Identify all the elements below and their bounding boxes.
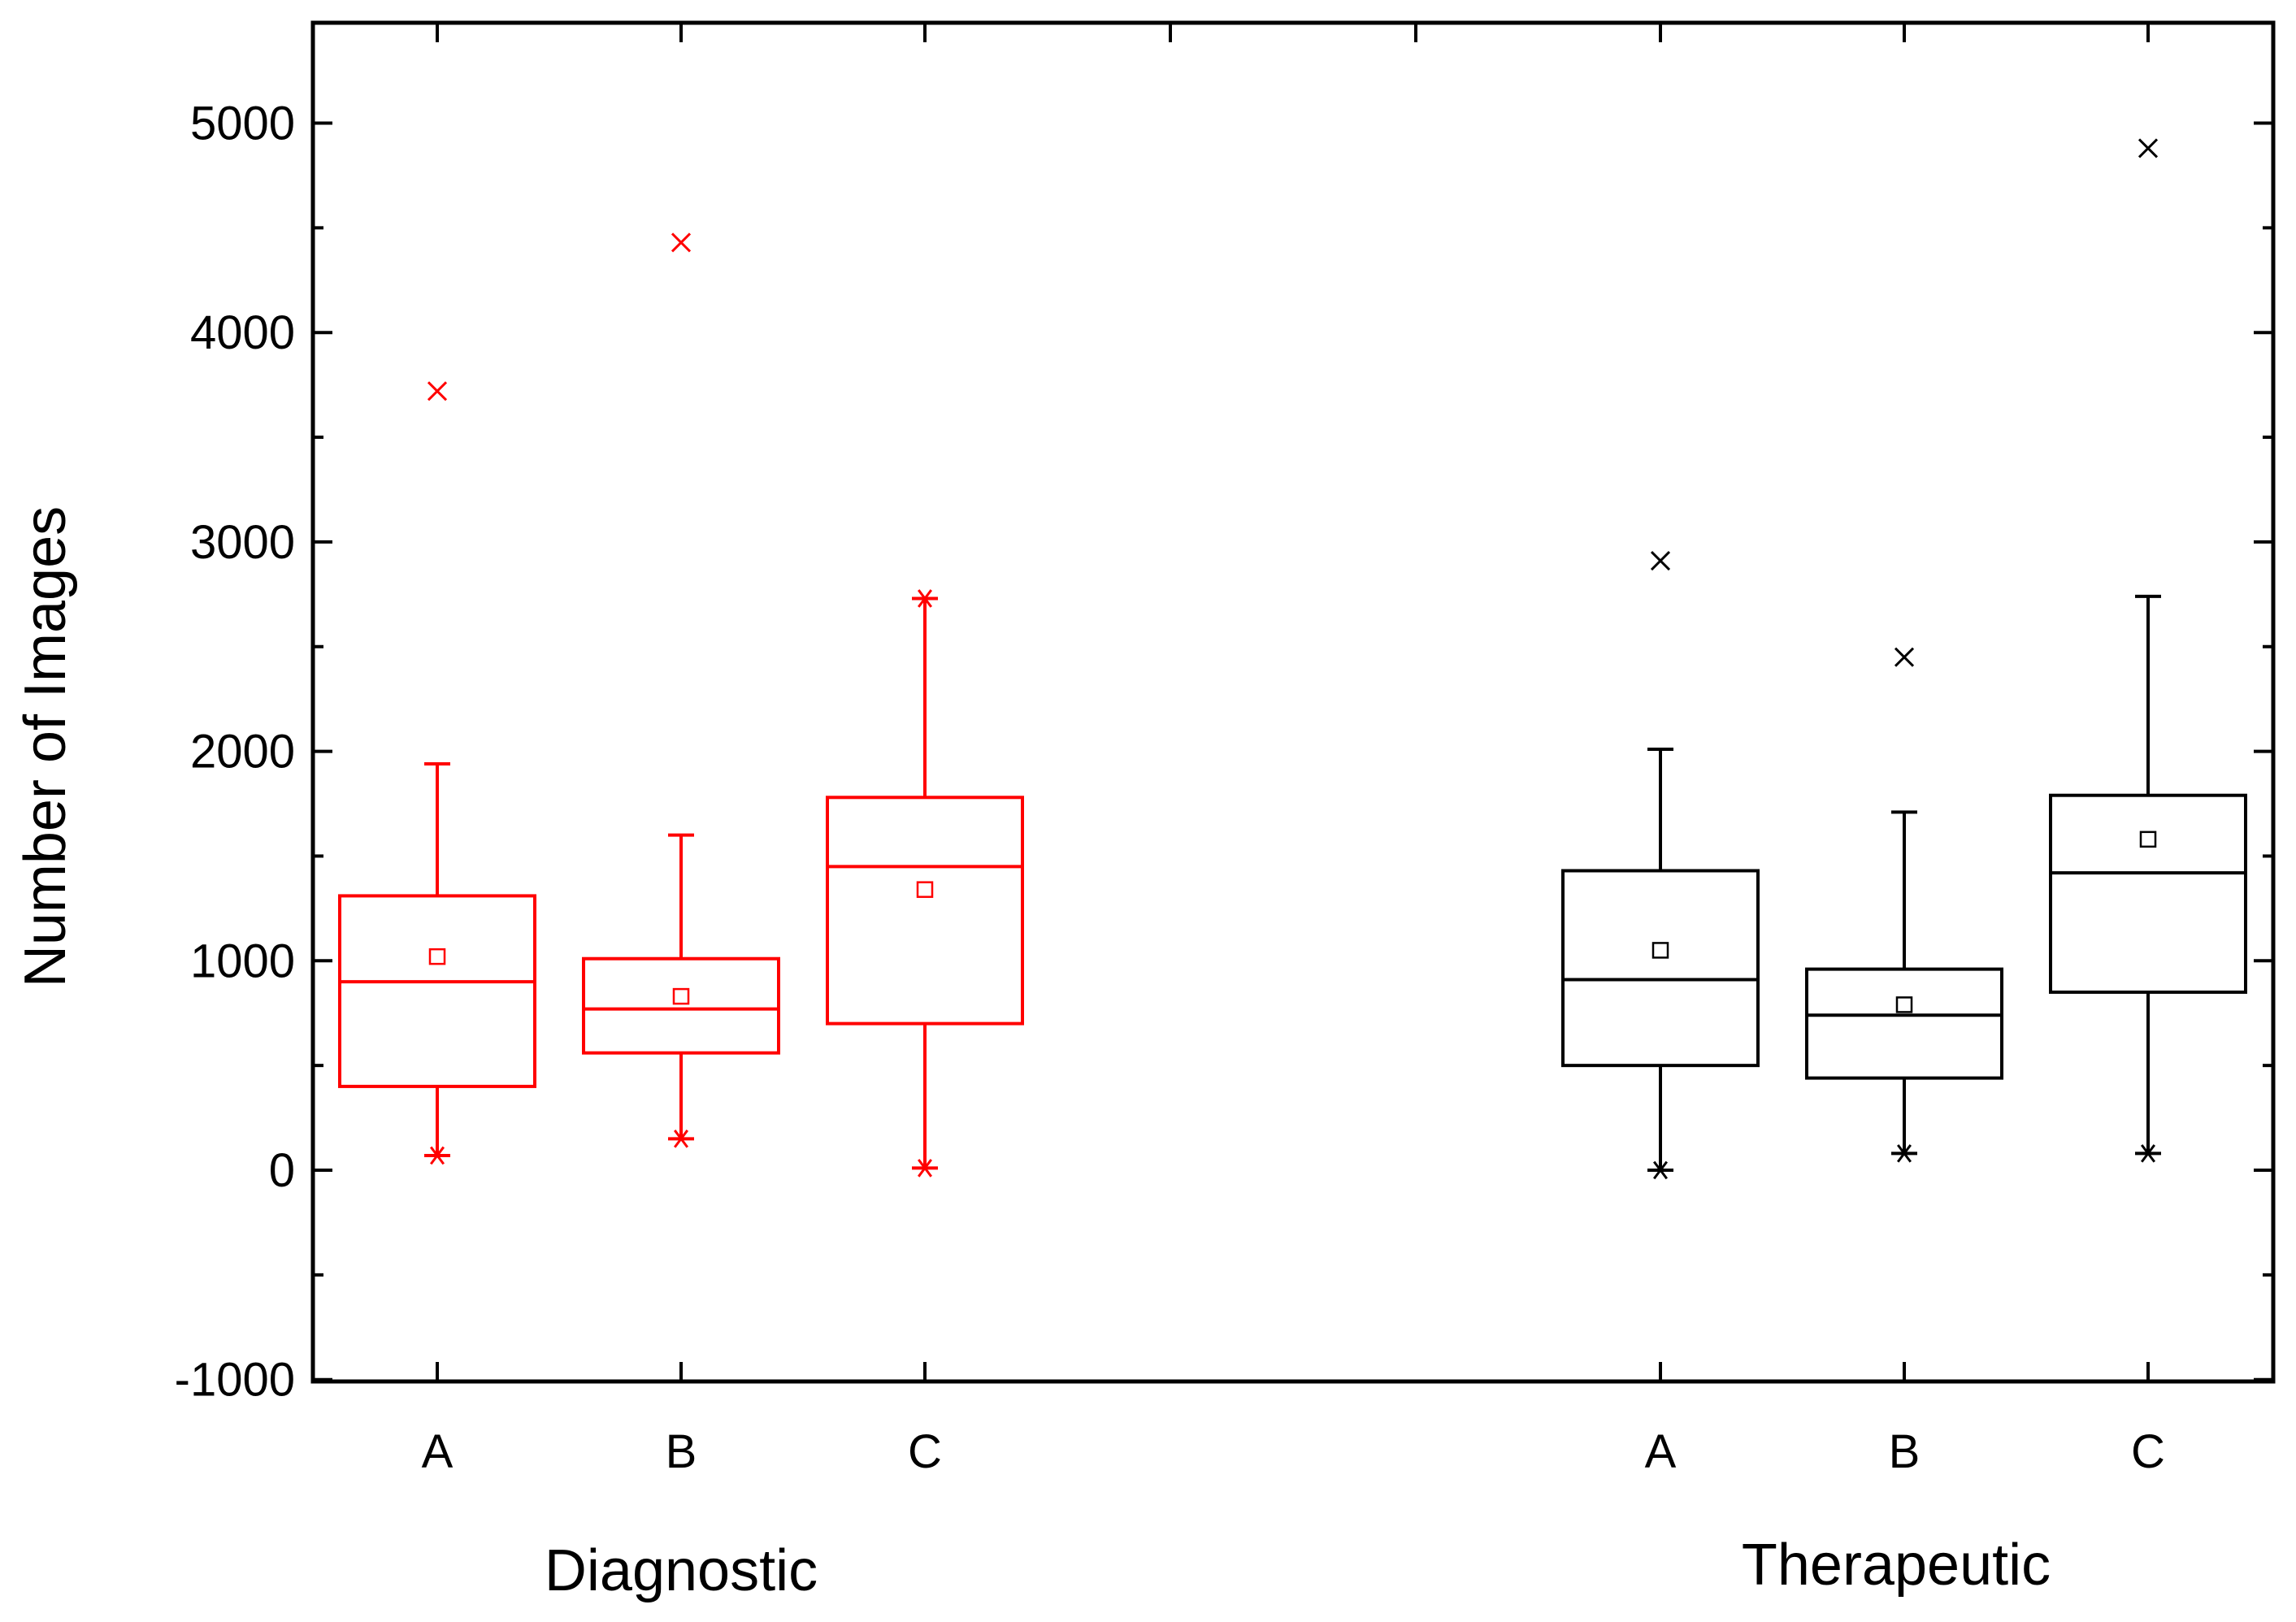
plot-frame [310, 20, 2276, 1384]
min-marker [427, 1146, 448, 1165]
box-diagnostic-c [826, 589, 1024, 1177]
x-category-label: A [422, 1425, 454, 1478]
y-tick-label: 1000 [190, 935, 295, 987]
box-iqr [1561, 869, 1760, 1068]
box-iqr [1805, 967, 2003, 1080]
x-category-label: C [2131, 1425, 2165, 1478]
mean-marker [916, 881, 934, 898]
max-marker [1894, 647, 1915, 667]
y-tick-label: -1000 [175, 1354, 295, 1407]
x-category-label: B [666, 1425, 697, 1478]
box-iqr [582, 956, 780, 1055]
min-marker [914, 1159, 935, 1177]
min-marker [1650, 1160, 1671, 1180]
group-label-diagnostic: Diagnostic [545, 1538, 818, 1603]
y-tick-label: 5000 [190, 98, 295, 150]
box-therapeutic-b [1805, 647, 2003, 1163]
min-marker [2138, 1144, 2159, 1163]
mean-marker [672, 987, 690, 1005]
y-tick-label: 3000 [190, 516, 295, 569]
y-tick-label: 0 [269, 1144, 295, 1197]
max-marker [427, 381, 448, 401]
group-label-therapeutic: Therapeutic [1742, 1533, 2051, 1598]
x-category-label: B [1889, 1425, 1921, 1478]
min-marker [671, 1130, 692, 1148]
max-marker [671, 232, 692, 253]
x-category-label: A [1645, 1425, 1677, 1478]
box-therapeutic-a [1561, 551, 1760, 1180]
box-diagnostic-b [582, 232, 780, 1148]
mean-marker [428, 948, 446, 965]
max-marker [1650, 551, 1671, 571]
mean-marker [1651, 942, 1669, 959]
box-iqr [2049, 793, 2247, 994]
box-iqr [826, 796, 1024, 1026]
box-iqr [338, 894, 536, 1088]
mean-marker [2139, 831, 2157, 848]
min-marker [1894, 1144, 1915, 1163]
mean-marker [1895, 996, 1913, 1013]
y-axis-title: Number of Images [13, 506, 78, 987]
x-category-label: C [908, 1425, 942, 1478]
box-diagnostic-a [338, 381, 536, 1165]
max-marker [2138, 138, 2159, 158]
box-therapeutic-c [2049, 138, 2247, 1163]
y-tick-label: 4000 [190, 306, 295, 359]
max-marker [914, 589, 935, 608]
y-tick-label: 2000 [190, 726, 295, 778]
